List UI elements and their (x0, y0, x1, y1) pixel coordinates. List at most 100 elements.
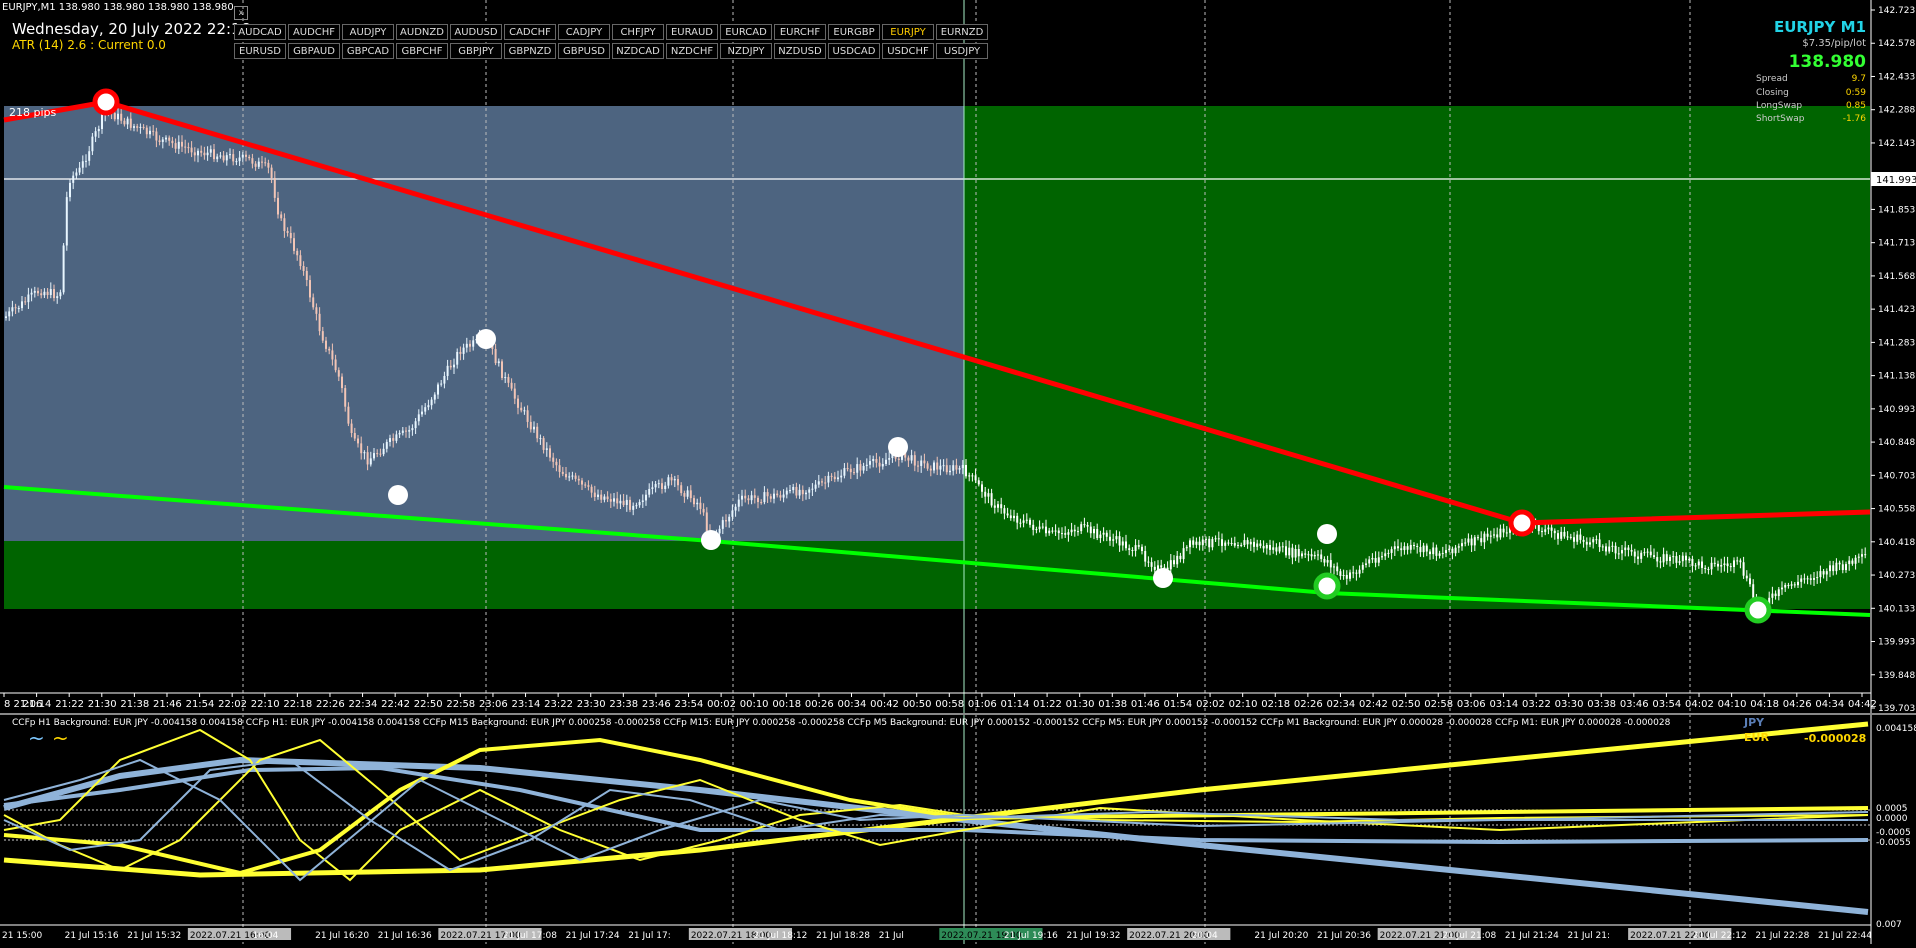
symbol-button-gbpusd[interactable]: GBPUSD (558, 43, 610, 59)
pivot-marker-red-low[interactable] (1508, 509, 1536, 537)
symbol-button-audnzd[interactable]: AUDNZD (396, 24, 448, 40)
candle-body (1259, 543, 1262, 546)
pivot-marker-white[interactable] (701, 530, 721, 550)
pivot-marker-green-2[interactable] (1744, 596, 1772, 624)
info-price: 138.980 (1788, 52, 1866, 72)
symbol-button-eurcad[interactable]: EURCAD (720, 24, 772, 40)
candle-body (1185, 547, 1188, 549)
candle-body (369, 458, 372, 465)
symbol-button-chfjpy[interactable]: CHFJPY (612, 24, 664, 40)
candle-body (1611, 545, 1614, 547)
symbol-button-audcad[interactable]: AUDCAD (234, 24, 286, 40)
price-label: 139.703 (1878, 704, 1915, 714)
symbol-button-gbpchf[interactable]: GBPCHF (396, 43, 448, 59)
support-trendline[interactable] (3, 485, 1871, 617)
pivot-marker-white[interactable] (1317, 524, 1337, 544)
symbol-button-cadjpy[interactable]: CADJPY (558, 24, 610, 40)
time-label: 03:06 (1457, 699, 1486, 710)
symbol-button-nzdjpy[interactable]: NZDJPY (720, 43, 772, 59)
candle-body (875, 458, 878, 463)
candle-body (779, 495, 782, 498)
candle-body (1269, 544, 1271, 550)
candle-body (629, 499, 631, 510)
candle-body (1121, 541, 1124, 546)
candle-body (680, 485, 683, 494)
candle-body (1640, 552, 1643, 559)
symbol-button-eurnzd[interactable]: EURNZD (936, 24, 988, 40)
symbol-button-gbpcad[interactable]: GBPCAD (342, 43, 394, 59)
pivot-marker-white[interactable] (388, 485, 408, 505)
symbol-button-eurusd[interactable]: EURUSD (234, 43, 286, 59)
price-label: 140.703 (1878, 471, 1915, 481)
candle-body (1304, 553, 1307, 555)
candle-body (817, 481, 820, 485)
candle-body (721, 520, 724, 529)
symbol-button-eurjpy[interactable]: EURJPY (882, 24, 934, 40)
symbol-button-usdchf[interactable]: USDCHF (882, 43, 934, 59)
symbol-button-audusd[interactable]: AUDUSD (450, 24, 502, 40)
pivot-marker-red-high[interactable] (92, 88, 120, 116)
symbol-button-gbpnzd[interactable]: GBPNZD (504, 43, 556, 59)
candle-body (1489, 535, 1492, 537)
pivot-marker-white[interactable] (888, 437, 908, 457)
candle-body (33, 290, 36, 293)
candle-body (795, 486, 798, 496)
subwindow-tilde-icon: ~ (52, 726, 69, 750)
symbol-button-gbpjpy[interactable]: GBPJPY (450, 43, 502, 59)
time-label: 22:18 (283, 699, 312, 710)
candle-body (152, 130, 155, 132)
candle-body (245, 154, 247, 157)
candle-body (1816, 577, 1819, 579)
symbol-button-eurgbp[interactable]: EURGBP (828, 24, 880, 40)
time-label: 02:50 (1392, 699, 1421, 710)
candle-body (949, 470, 951, 473)
candle-body (862, 465, 865, 471)
symbol-button-nzdchf[interactable]: NZDCHF (666, 43, 718, 59)
candle-body (1547, 527, 1550, 530)
candle-body (952, 465, 955, 471)
candle-body (789, 490, 791, 492)
candle-body (1144, 551, 1147, 562)
candle-body (1857, 556, 1860, 558)
candle-body (1281, 546, 1284, 548)
time-label: 22:34 (349, 699, 378, 710)
candle-body (677, 479, 679, 486)
candle-body (1425, 545, 1428, 552)
symbol-button-nzdcad[interactable]: NZDCAD (612, 43, 664, 59)
symbol-button-euraud[interactable]: EURAUD (666, 24, 718, 40)
candle-body (1285, 546, 1287, 556)
candle-body (833, 476, 836, 480)
symbol-button-usdjpy[interactable]: USDJPY (936, 43, 988, 59)
price-label: 140.273 (1878, 571, 1915, 581)
symbol-button-audchf[interactable]: AUDCHF (288, 24, 340, 40)
resistance-trendline[interactable] (3, 99, 1871, 526)
candle-body (56, 296, 59, 299)
panel-collapse-button[interactable]: x (234, 6, 248, 20)
pivot-marker-white[interactable] (476, 329, 496, 349)
symbol-button-usdcad[interactable]: USDCAD (828, 43, 880, 59)
symbol-button-gbpaud[interactable]: GBPAUD (288, 43, 340, 59)
symbol-button-eurchf[interactable]: EURCHF (774, 24, 826, 40)
candle-body (856, 464, 859, 473)
candle-body (885, 459, 887, 464)
candle-body (1454, 547, 1457, 554)
candle-body (1371, 557, 1374, 560)
symbol-button-nzdusd[interactable]: NZDUSD (774, 43, 826, 59)
candle-body (1326, 560, 1329, 563)
candle-body (251, 158, 254, 164)
candle-body (865, 464, 868, 466)
candle-body (1480, 538, 1483, 543)
time-label: 00:26 (805, 699, 834, 710)
candle-body (17, 308, 20, 310)
time-highlight (939, 928, 1043, 940)
pivot-marker-green-1[interactable] (1313, 572, 1341, 600)
symbol-button-cadchf[interactable]: CADCHF (504, 24, 556, 40)
candle-body (593, 492, 596, 497)
candle-body (273, 177, 276, 198)
time-label: 03:46 (1620, 699, 1649, 710)
symbol-button-audjpy[interactable]: AUDJPY (342, 24, 394, 40)
candle-body (430, 399, 433, 406)
candle-body (1320, 554, 1323, 559)
pivot-marker-white[interactable] (1153, 568, 1173, 588)
